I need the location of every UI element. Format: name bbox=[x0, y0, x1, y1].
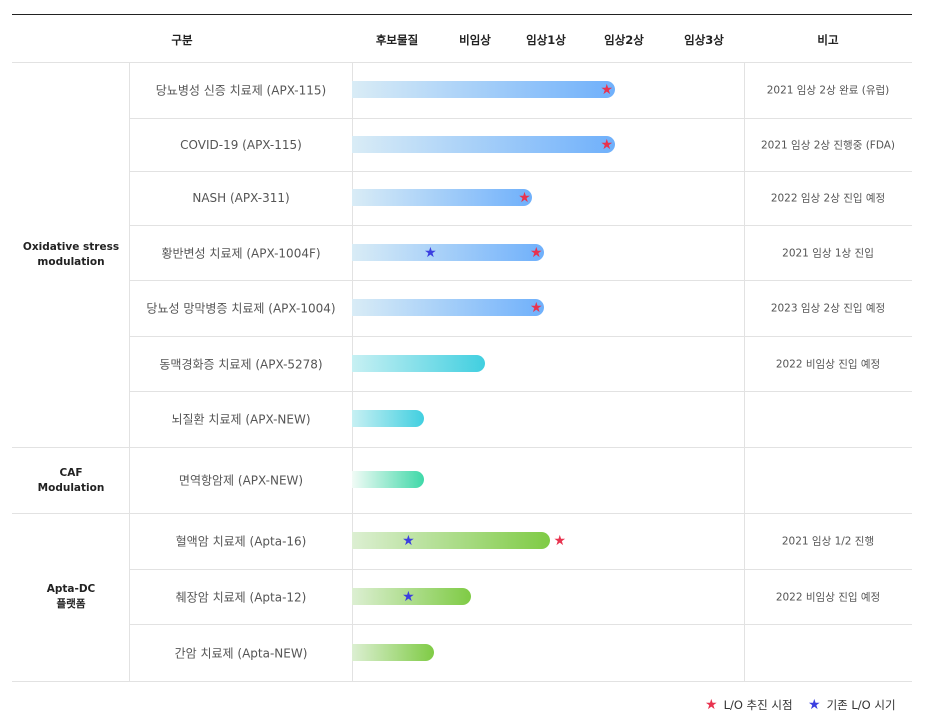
row-note: 2022 비임상 진입 예정 bbox=[775, 358, 881, 370]
row-note: 2023 임상 2상 진입 예정 bbox=[770, 302, 886, 315]
product-label: 황반변성 치료제 (APX-1004F) bbox=[161, 246, 321, 260]
lo-push-star-icon: ★ bbox=[600, 82, 614, 98]
header-divider bbox=[12, 62, 912, 63]
legend-lo-push: ★ L/O 추진 시점 bbox=[705, 697, 793, 713]
lo-push-star-icon: ★ bbox=[553, 533, 567, 549]
product-label: 당뇨성 망막병증 치료제 (APX-1004) bbox=[146, 301, 336, 316]
header-stage-candidate: 후보물질 bbox=[375, 33, 419, 47]
progress-bar bbox=[352, 299, 545, 316]
lo-push-star-icon: ★ bbox=[600, 136, 614, 153]
product-label: NASH (APX-311) bbox=[192, 191, 290, 205]
progress-bar bbox=[352, 532, 550, 549]
row-divider bbox=[129, 225, 912, 226]
group-label-caf: CAF Modulation bbox=[37, 467, 105, 494]
progress-bar bbox=[352, 471, 425, 488]
progress-bar bbox=[352, 643, 435, 661]
row-divider bbox=[129, 118, 912, 119]
product-column-divider bbox=[352, 62, 353, 681]
legend-lo-push-label: L/O 추진 시점 bbox=[723, 698, 793, 712]
blue-star-icon: ★ bbox=[808, 697, 821, 713]
product-label: 뇌질환 치료제 (APX-NEW) bbox=[171, 412, 311, 427]
header-stage-phase1: 임상1상 bbox=[526, 33, 566, 47]
row-divider bbox=[129, 171, 912, 172]
red-star-icon: ★ bbox=[705, 697, 718, 713]
progress-bar bbox=[352, 81, 615, 98]
header-note: 비고 bbox=[817, 33, 839, 47]
legend-existing-lo: ★ 기존 L/O 시기 bbox=[808, 697, 896, 713]
existing-lo-star-icon: ★ bbox=[402, 588, 415, 605]
group-divider bbox=[12, 513, 912, 514]
row-note: 2021 임상 2상 완료 (유럽) bbox=[766, 84, 890, 97]
table-top-border bbox=[12, 14, 912, 15]
product-label: 간암 치료제 (Apta-NEW) bbox=[174, 646, 308, 660]
progress-bar bbox=[352, 587, 472, 605]
row-note: 2021 임상 1/2 진행 bbox=[781, 535, 875, 548]
header-stage-phase3: 임상3상 bbox=[684, 33, 724, 47]
group-label-oxidative: Oxidative stress modulation bbox=[22, 241, 120, 268]
lo-push-star-icon: ★ bbox=[529, 300, 543, 316]
progress-bar bbox=[352, 189, 533, 206]
note-column-divider bbox=[744, 62, 745, 681]
product-label: 당뇨병성 신증 치료제 (APX-115) bbox=[155, 83, 327, 98]
product-label: 면역항암제 (APX-NEW) bbox=[178, 473, 304, 488]
group-divider bbox=[12, 447, 912, 448]
row-note: 2022 비임상 진입 예정 bbox=[775, 591, 881, 603]
progress-bar bbox=[352, 410, 425, 427]
group-label-apta-dc: Apta-DC 플랫폼 bbox=[46, 583, 96, 610]
progress-bar bbox=[352, 135, 615, 153]
row-note: 2021 임상 1상 진입 bbox=[782, 247, 874, 259]
product-label: 동맥경화증 치료제 (APX-5278) bbox=[159, 357, 323, 371]
header-category: 구분 bbox=[171, 33, 193, 47]
row-divider bbox=[129, 336, 912, 337]
row-note: 2022 임상 2상 진입 예정 bbox=[770, 192, 886, 205]
group-column-divider bbox=[129, 62, 130, 681]
existing-lo-star-icon: ★ bbox=[424, 244, 437, 261]
progress-bar bbox=[352, 354, 486, 372]
header-stage-phase2: 임상2상 bbox=[604, 33, 644, 47]
row-note: 2021 임상 2상 진행중 (FDA) bbox=[760, 139, 896, 151]
progress-bar bbox=[352, 243, 545, 261]
lo-push-star-icon: ★ bbox=[529, 244, 543, 261]
row-divider bbox=[129, 569, 912, 570]
existing-lo-star-icon: ★ bbox=[402, 533, 415, 549]
row-divider bbox=[129, 624, 912, 625]
product-label: COVID-19 (APX-115) bbox=[180, 137, 302, 152]
product-label: 췌장암 치료제 (Apta-12) bbox=[175, 590, 307, 604]
row-divider bbox=[129, 280, 912, 281]
row-divider bbox=[129, 391, 912, 392]
lo-push-star-icon: ★ bbox=[518, 190, 531, 206]
product-label: 혈액암 치료제 (Apta-16) bbox=[175, 534, 307, 549]
group-divider bbox=[12, 681, 912, 682]
legend-existing-lo-label: 기존 L/O 시기 bbox=[826, 698, 896, 712]
header-stage-preclinical: 비임상 bbox=[459, 33, 491, 47]
